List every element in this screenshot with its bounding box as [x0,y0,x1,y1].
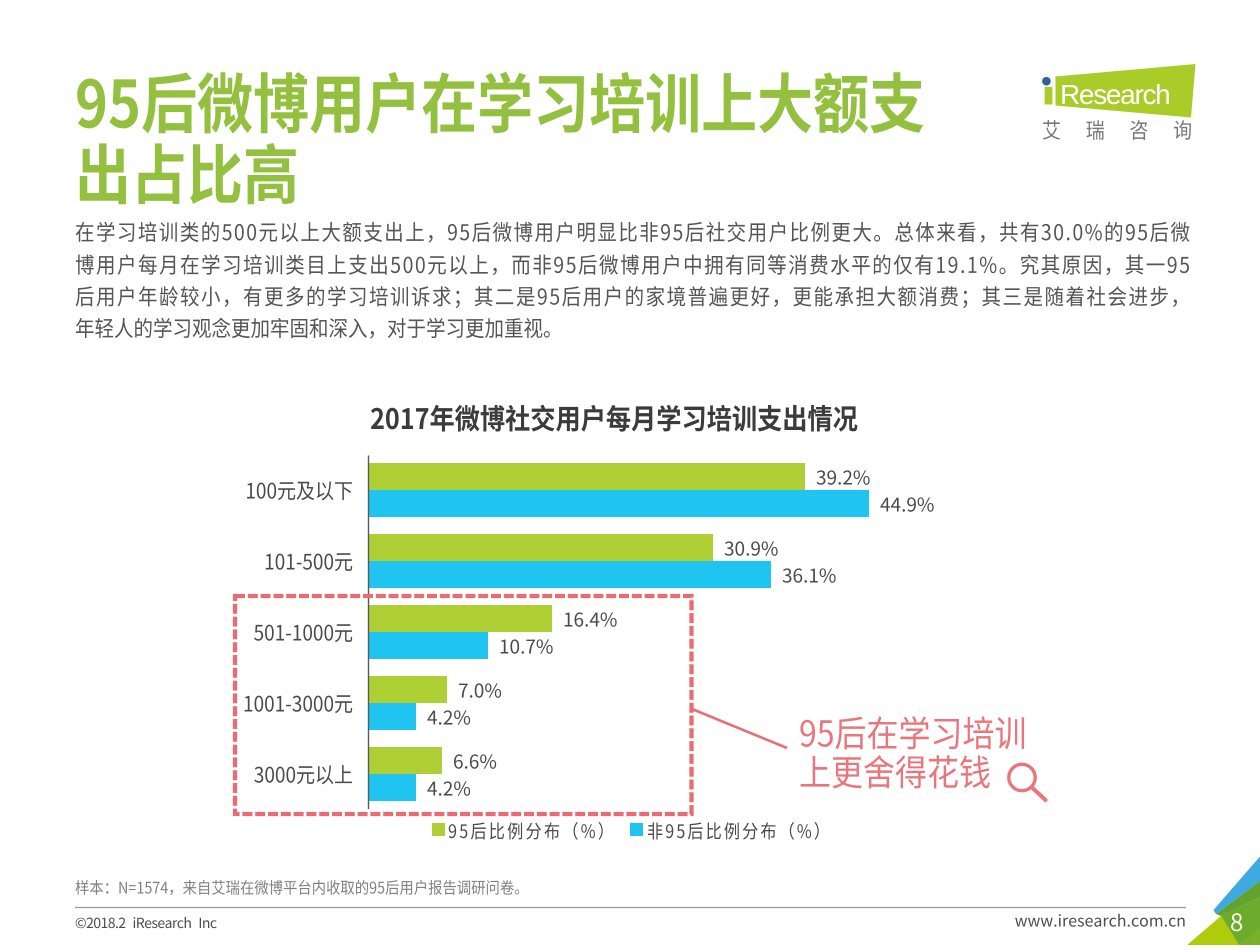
svg-text:Research: Research [1060,79,1169,110]
